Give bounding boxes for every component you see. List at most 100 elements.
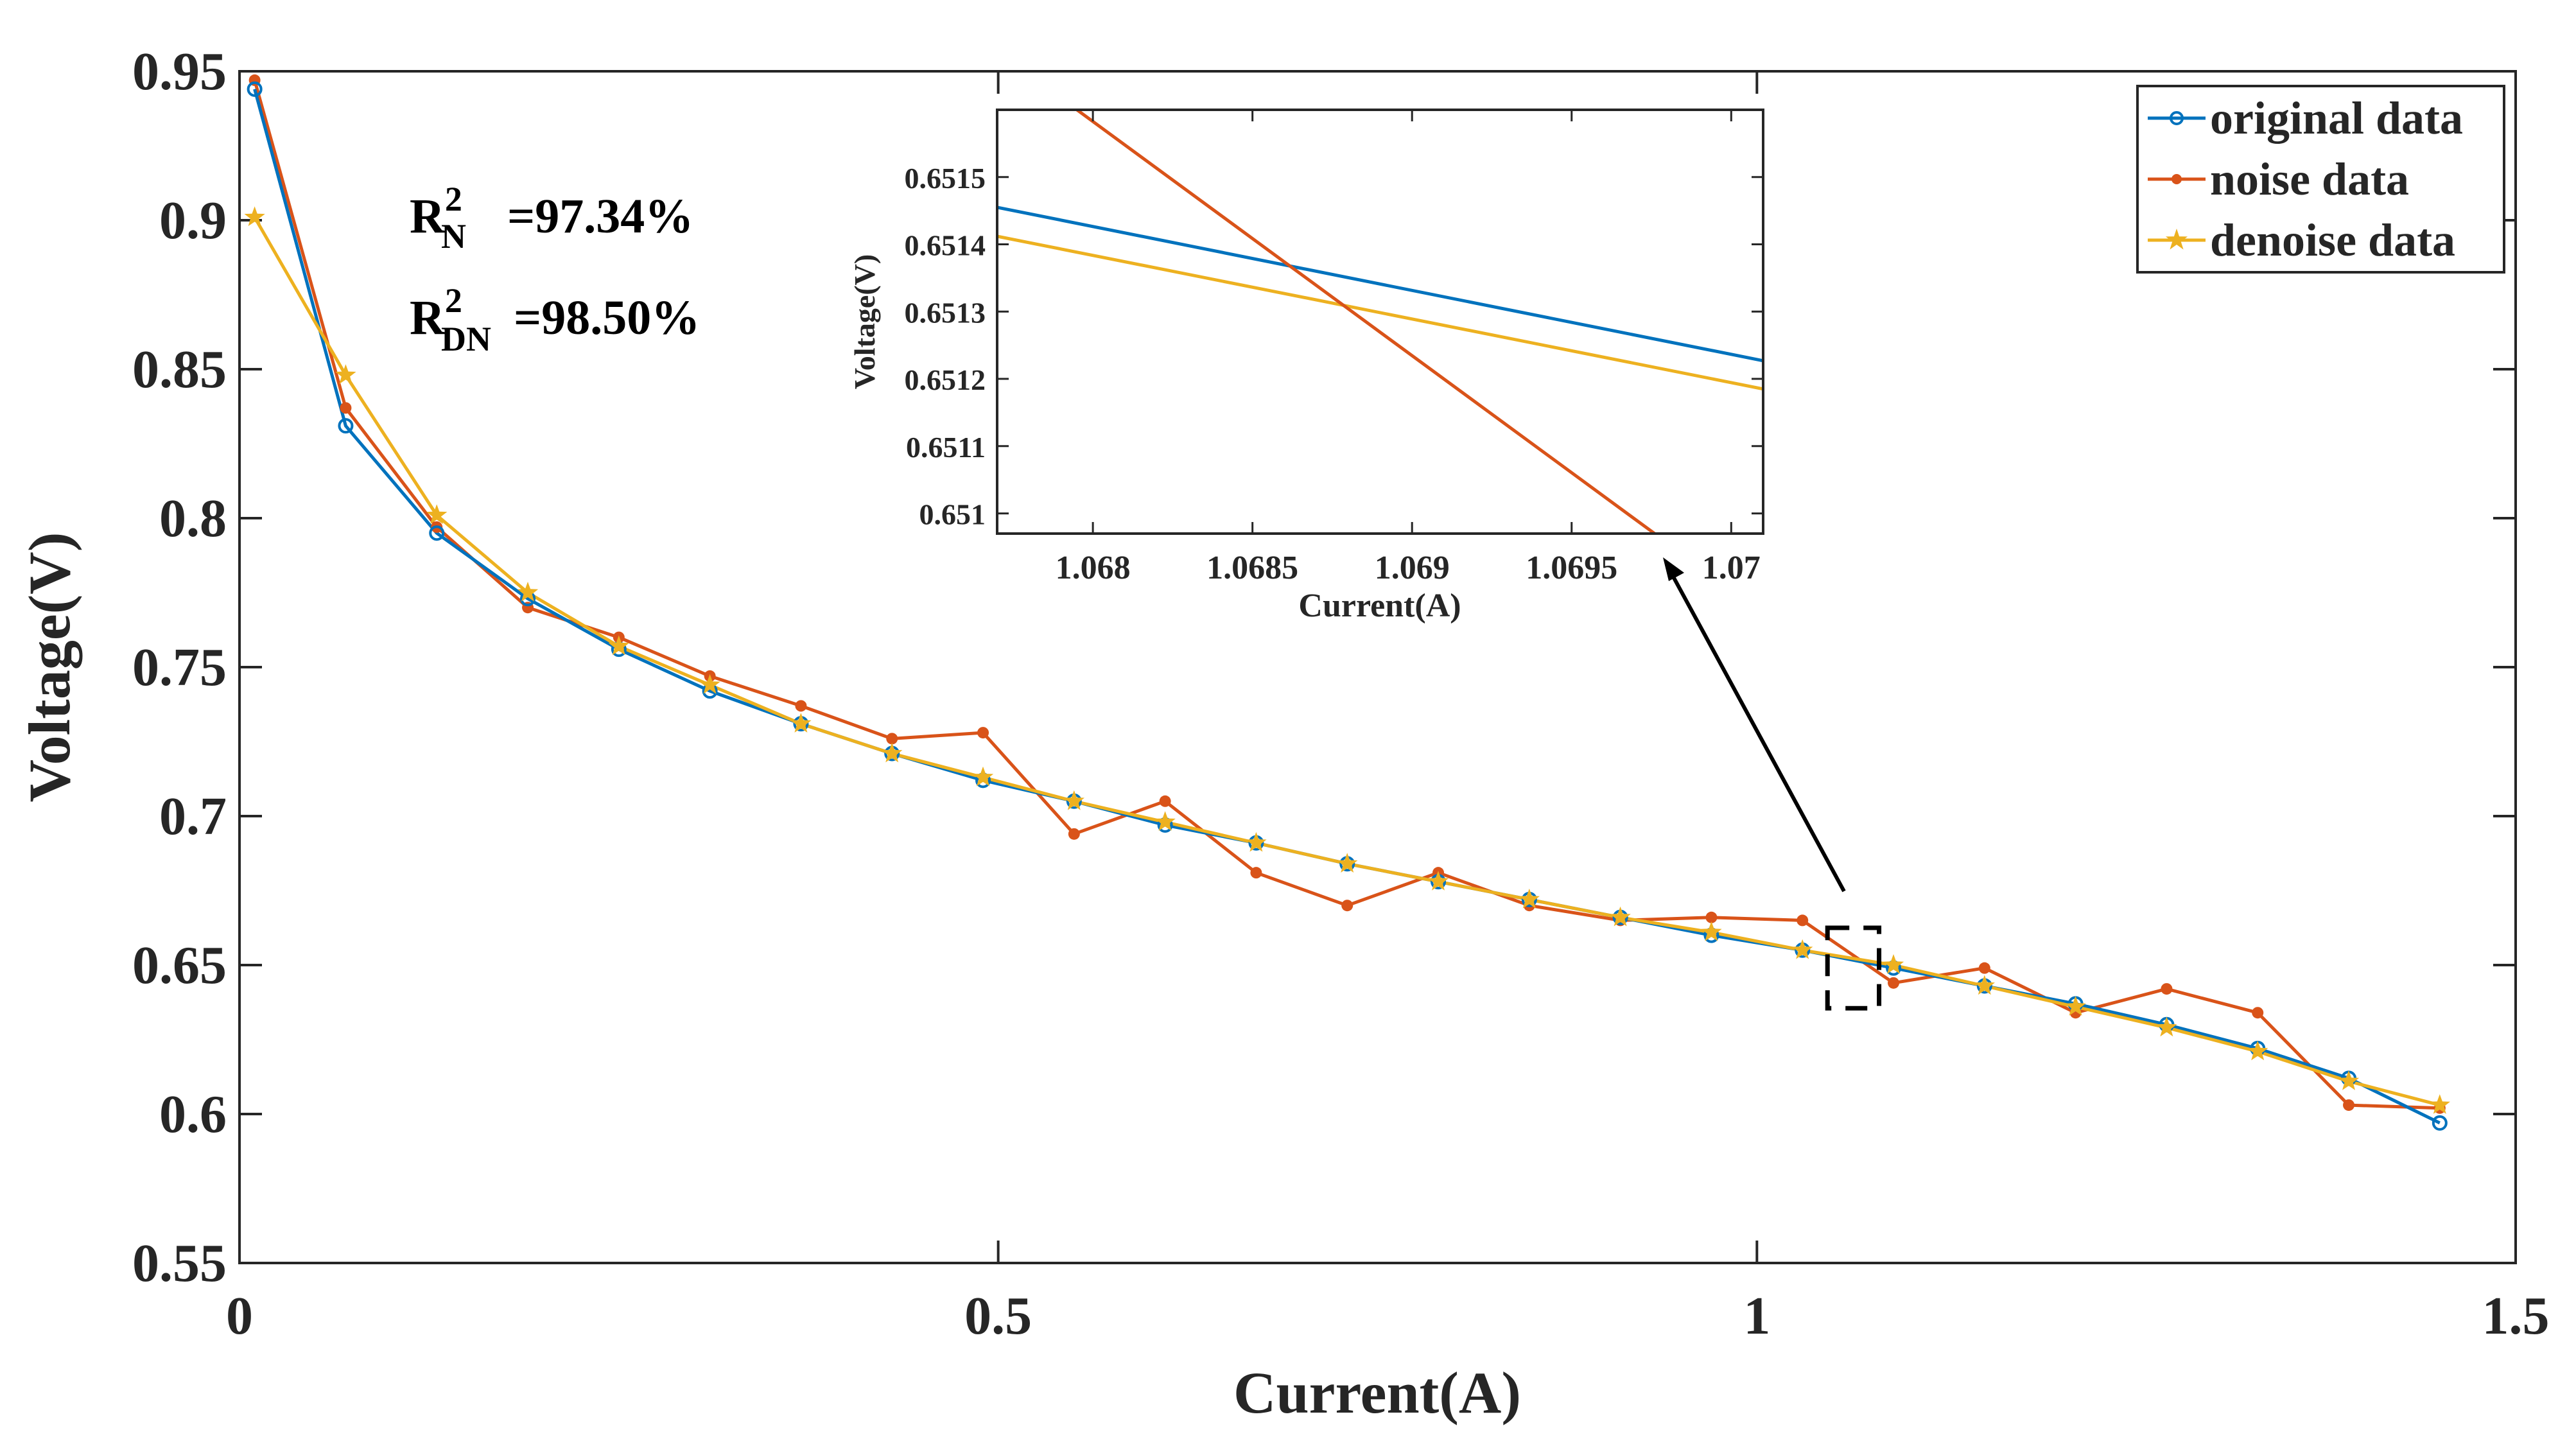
inset-y-tick-label: 0.651 [919, 498, 986, 531]
main-y-tick-label: 0.95 [132, 42, 227, 101]
noise-data-point [1888, 977, 1900, 989]
noise-data-point [1797, 914, 1809, 927]
denoise-data-point [426, 504, 448, 525]
denoise-data-point [1427, 871, 1449, 891]
denoise-data-point [1154, 811, 1176, 831]
noise-data-point [795, 700, 807, 712]
noise-data-point [1250, 867, 1262, 879]
noise-data-point [2343, 1099, 2355, 1111]
r2-dn-sup: 2 [445, 281, 462, 320]
denoise-data-point [882, 742, 903, 763]
inset-series-group [996, 108, 1764, 536]
denoise-data-point [1519, 888, 1540, 909]
r2-n-sup: 2 [445, 180, 462, 218]
inset-x-tick-label: 1.0695 [1526, 550, 1617, 586]
inset-y-tick-label: 0.6513 [905, 296, 986, 329]
main-x-axis-label: Current(A) [1233, 1360, 1521, 1425]
svg-text:R2: R2 [410, 281, 462, 345]
main-y-tick-label: 0.6 [159, 1084, 227, 1144]
legend-label-original: original data [2210, 92, 2463, 144]
inset-x-tick-label: 1.069 [1375, 550, 1450, 586]
inset-x-tick-label: 1.07 [1702, 550, 1761, 586]
denoise-data-point [244, 206, 265, 227]
legend-entry-denoise: denoise data [2148, 214, 2455, 266]
denoise-data-point [1337, 853, 1358, 873]
denoise-data-point [2247, 1040, 2268, 1061]
noise-data-point [1068, 828, 1080, 840]
legend-star-marker [2165, 229, 2188, 250]
main-y-tick-label: 0.9 [159, 191, 227, 250]
r2-n-base: R [410, 189, 446, 243]
inset-y-tick-label: 0.6515 [905, 162, 986, 195]
denoise-data-point [699, 674, 720, 694]
denoise-data-point [972, 766, 994, 787]
zoom-region-box [1825, 925, 1882, 1011]
main-y-tick-label: 0.85 [132, 340, 227, 399]
inset-series-line-0 [996, 205, 1764, 363]
denoise-data-point [335, 364, 356, 384]
inset-axis-ticks: 1.068 1.0685 1.069 1.0695 1.07 0.651 0.6511 0.6… [905, 110, 1763, 586]
main-axis-ticks: 0 0.5 1 1.5 0.55 0.6 0.65 0.7 0.75 0.8 0.85 0.9 0.95 [132, 42, 2550, 1346]
denoise-data-point [2156, 1016, 2177, 1037]
inset-series-line-1 [1075, 108, 1656, 536]
svg-text:R2: R2 [410, 180, 462, 243]
noise-data-point [1159, 795, 1171, 807]
zoom-arrow-head [1663, 557, 1684, 581]
main-y-tick-label: 0.7 [159, 787, 227, 846]
inset-series-line-2 [996, 234, 1764, 391]
noise-data-point [886, 733, 898, 745]
inset-x-tick-label: 1.0685 [1206, 550, 1298, 586]
main-y-tick-label: 0.8 [159, 489, 227, 548]
inset-y-tick-label: 0.6512 [905, 363, 986, 396]
r2-n-value: =97.34% [507, 189, 693, 243]
noise-data-point [1705, 911, 1718, 923]
original-data-point [338, 418, 354, 434]
original-data-point [2432, 1115, 2448, 1131]
original-data-point [429, 525, 445, 541]
denoise-data-point [2429, 1094, 2450, 1114]
original-data-point [247, 81, 263, 97]
main-y-tick-label: 0.55 [132, 1233, 227, 1293]
r2-dn-value: =98.50% [514, 291, 700, 345]
denoise-data-point [2338, 1070, 2360, 1090]
inset-frame [996, 109, 1764, 535]
inset-y-axis-label: Voltage(V) [848, 254, 881, 389]
denoise-data-point [790, 713, 812, 733]
main-x-tick-label: 1 [1743, 1286, 1770, 1346]
r2-n-sub: N [441, 217, 466, 256]
denoise-data-point [1792, 939, 1813, 959]
noise-data-point [1978, 962, 1990, 974]
inset-x-axis-label: Current(A) [1298, 588, 1461, 624]
denoise-data-point [2065, 996, 2086, 1016]
noise-data-point [2252, 1007, 2264, 1019]
main-markers-group [244, 74, 2450, 1131]
main-x-tick-label: 0 [226, 1286, 253, 1346]
inset-x-tick-label: 1.068 [1056, 550, 1131, 586]
r2-dn-base: R [410, 291, 446, 345]
denoise-data-point [1701, 921, 1722, 941]
inset-y-tick-label: 0.6511 [906, 431, 986, 464]
denoise-data-point [1974, 975, 1995, 995]
legend-label-noise: noise data [2210, 153, 2409, 205]
denoise-data-point [608, 635, 629, 656]
main-x-tick-label: 0.5 [964, 1286, 1032, 1346]
zoom-arrow-line [1672, 577, 1846, 893]
inset-plot-area [997, 110, 1763, 534]
main-y-tick-label: 0.65 [132, 936, 227, 995]
legend-entry-original: original data [2148, 92, 2463, 144]
noise-data-point [1341, 900, 1353, 912]
r2-dn-sub: DN [441, 320, 491, 358]
legend-entry-noise: noise data [2148, 153, 2409, 205]
noise-data-point [340, 402, 352, 414]
denoise-data-point [1246, 832, 1267, 852]
r2-n-annotation: R2 N =97.34% [410, 180, 693, 256]
inset-y-tick-label: 0.6514 [905, 229, 986, 262]
noise-data-point [2161, 983, 2173, 995]
denoise-data-point [1610, 906, 1631, 927]
denoise-data-point [1883, 954, 1904, 974]
r2-dn-annotation: R2 DN =98.50% [410, 281, 700, 358]
main-y-axis-label: Voltage(V) [17, 532, 82, 803]
main-x-tick-label: 1.5 [2482, 1286, 2550, 1346]
legend-label-denoise: denoise data [2210, 214, 2455, 266]
